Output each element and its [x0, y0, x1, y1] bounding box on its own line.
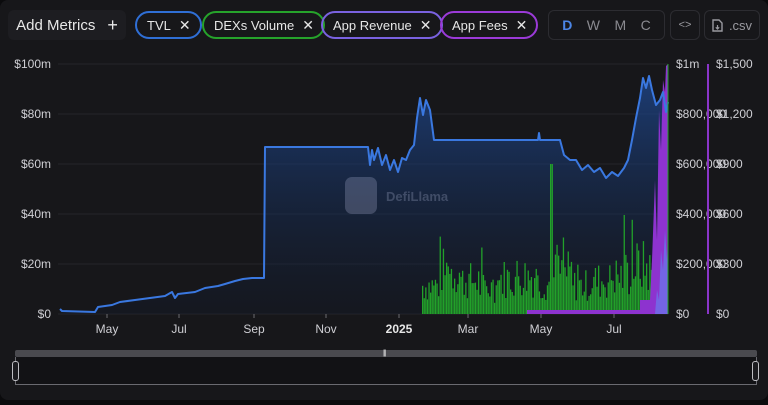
defillama-watermark: DefiLlama: [345, 177, 449, 214]
chip-label: DEXs Volume: [214, 17, 295, 33]
add-metrics-button[interactable]: Add Metrics +: [8, 10, 126, 40]
y-tick: $80m: [21, 107, 51, 121]
chip-label: TVL: [147, 17, 171, 33]
y-tick: $600,000: [676, 157, 726, 171]
slider-handle-left[interactable]: [12, 361, 19, 381]
slider-drag-bar[interactable]: |||: [15, 350, 757, 357]
metric-chip-dexs-volume: DEXs Volume ✕: [202, 11, 325, 39]
granularity-cumulative[interactable]: C: [640, 17, 651, 33]
tvl-area: [60, 76, 668, 314]
x-tick: May: [96, 322, 119, 336]
download-csv-button[interactable]: .csv: [704, 10, 760, 40]
y-tick: $0: [38, 307, 52, 321]
plus-icon: +: [107, 15, 118, 35]
y-tick: $300: [716, 257, 743, 271]
slider-window: [15, 357, 757, 385]
grip-icon: |||: [383, 350, 387, 357]
x-tick: Jul: [171, 322, 186, 336]
close-icon[interactable]: ✕: [178, 17, 191, 33]
y-tick: $1,200: [716, 107, 753, 121]
app-fees-area: [527, 64, 668, 314]
y-tick: $600: [716, 207, 743, 221]
x-tick: Mar: [458, 322, 479, 336]
y-tick: $1m: [676, 57, 699, 71]
range-slider[interactable]: |||: [12, 350, 759, 386]
embed-button[interactable]: <>: [670, 10, 700, 40]
granularity-monthly[interactable]: M: [614, 17, 627, 33]
y-tick: $20m: [21, 257, 51, 271]
add-metrics-label: Add Metrics: [16, 16, 96, 34]
y-axis-right-dex: $0 $200,000 $400,000 $600,000 $800,000 $…: [676, 57, 726, 321]
chip-label: App Revenue: [333, 17, 412, 33]
watermark-text: DefiLlama: [386, 189, 449, 204]
y-tick: $40m: [21, 207, 51, 221]
close-icon[interactable]: ✕: [515, 17, 528, 33]
x-tick-year: 2025: [386, 322, 413, 336]
y-axis-left: $0 $20m $40m $60m $80m $100m: [14, 57, 51, 321]
granularity-daily[interactable]: D: [562, 17, 573, 33]
close-icon[interactable]: ✕: [419, 17, 432, 33]
y-tick: $800,000: [676, 107, 726, 121]
csv-label: .csv: [728, 17, 753, 33]
chip-label: App Fees: [452, 17, 508, 33]
code-icon: <>: [678, 19, 692, 31]
close-icon[interactable]: ✕: [302, 17, 314, 33]
y-tick: $900: [716, 157, 743, 171]
metric-chip-app-fees: App Fees ✕: [440, 11, 539, 39]
granularity-toggle: D W M C: [548, 10, 665, 40]
file-download-icon: [712, 18, 723, 32]
x-tick: Jul: [606, 322, 621, 336]
tvl-line: [59, 75, 669, 313]
x-tick: Sep: [243, 322, 265, 336]
y-tick: $400,000: [676, 207, 726, 221]
y-tick: $0: [716, 307, 730, 321]
app-revenue-area: [655, 230, 668, 314]
x-tick: May: [530, 322, 553, 336]
x-tick: Nov: [315, 322, 336, 336]
chart-canvas[interactable]: $0 $20m $40m $60m $80m $100m DefiLlama: [0, 50, 768, 340]
y-tick: $60m: [21, 157, 51, 171]
slider-handle-right[interactable]: [752, 361, 759, 381]
metric-chip-app-revenue: App Revenue ✕: [321, 11, 443, 39]
x-axis: [106, 314, 615, 318]
granularity-weekly[interactable]: W: [586, 17, 601, 33]
y-tick: $0: [676, 307, 690, 321]
y-tick: $100m: [14, 57, 51, 71]
metric-chip-tvl: TVL ✕: [135, 11, 202, 39]
y-tick: $1,500: [716, 57, 753, 71]
y-tick: $200,000: [676, 257, 726, 271]
toolbar: Add Metrics + TVL ✕ DEXs Volume ✕ App Re…: [8, 10, 760, 40]
y-axis-right-fees: $0 $300 $600 $900 $1,200 $1,500: [716, 57, 753, 321]
dex-volume-bars: [422, 164, 667, 314]
